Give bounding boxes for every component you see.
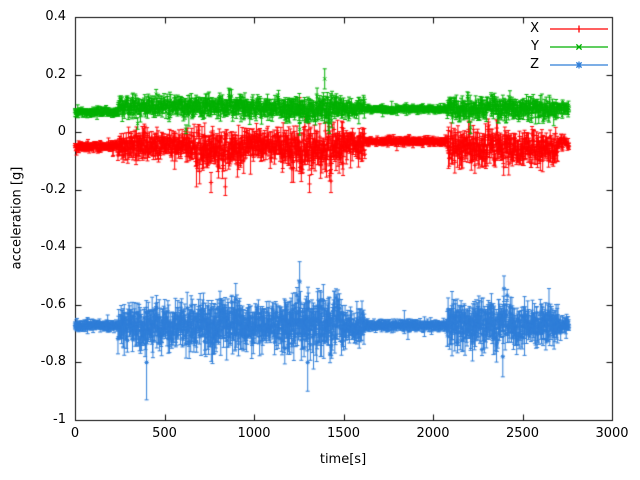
cross-marker-sample-icon [550,43,608,50]
y-tick-label: -0.6 [40,296,66,312]
y-tick-label: -0.8 [40,354,66,370]
y-tick-label: 0 [57,124,66,140]
plus-marker-sample-icon [550,25,608,32]
legend-label: X [530,21,539,36]
y-tick-label: -0.2 [40,181,66,197]
y-tick-label: 0.2 [45,66,66,82]
x-tick-label: 2000 [416,426,450,441]
legend-entry: Z [530,56,612,73]
y-tick-label: 0.4 [45,9,66,24]
legend-label: Y [531,39,539,54]
legend-label: Z [530,57,539,72]
y-tick-label: -1 [53,412,66,427]
x-axis-label: time[s] [319,452,367,467]
legend-entry: Y [531,38,612,55]
y-tick-label: -0.4 [40,239,66,255]
x-tick-label: 2500 [505,426,540,441]
legend-entry: X [530,20,612,37]
x-tick-label: 1000 [237,426,271,441]
x-tick-label: 3000 [595,426,629,441]
x-tick-label: 0 [70,426,80,441]
x-tick-label: 1500 [326,426,361,441]
x-tick-label: 500 [152,426,177,441]
asterisk-marker-sample-icon [550,61,608,68]
